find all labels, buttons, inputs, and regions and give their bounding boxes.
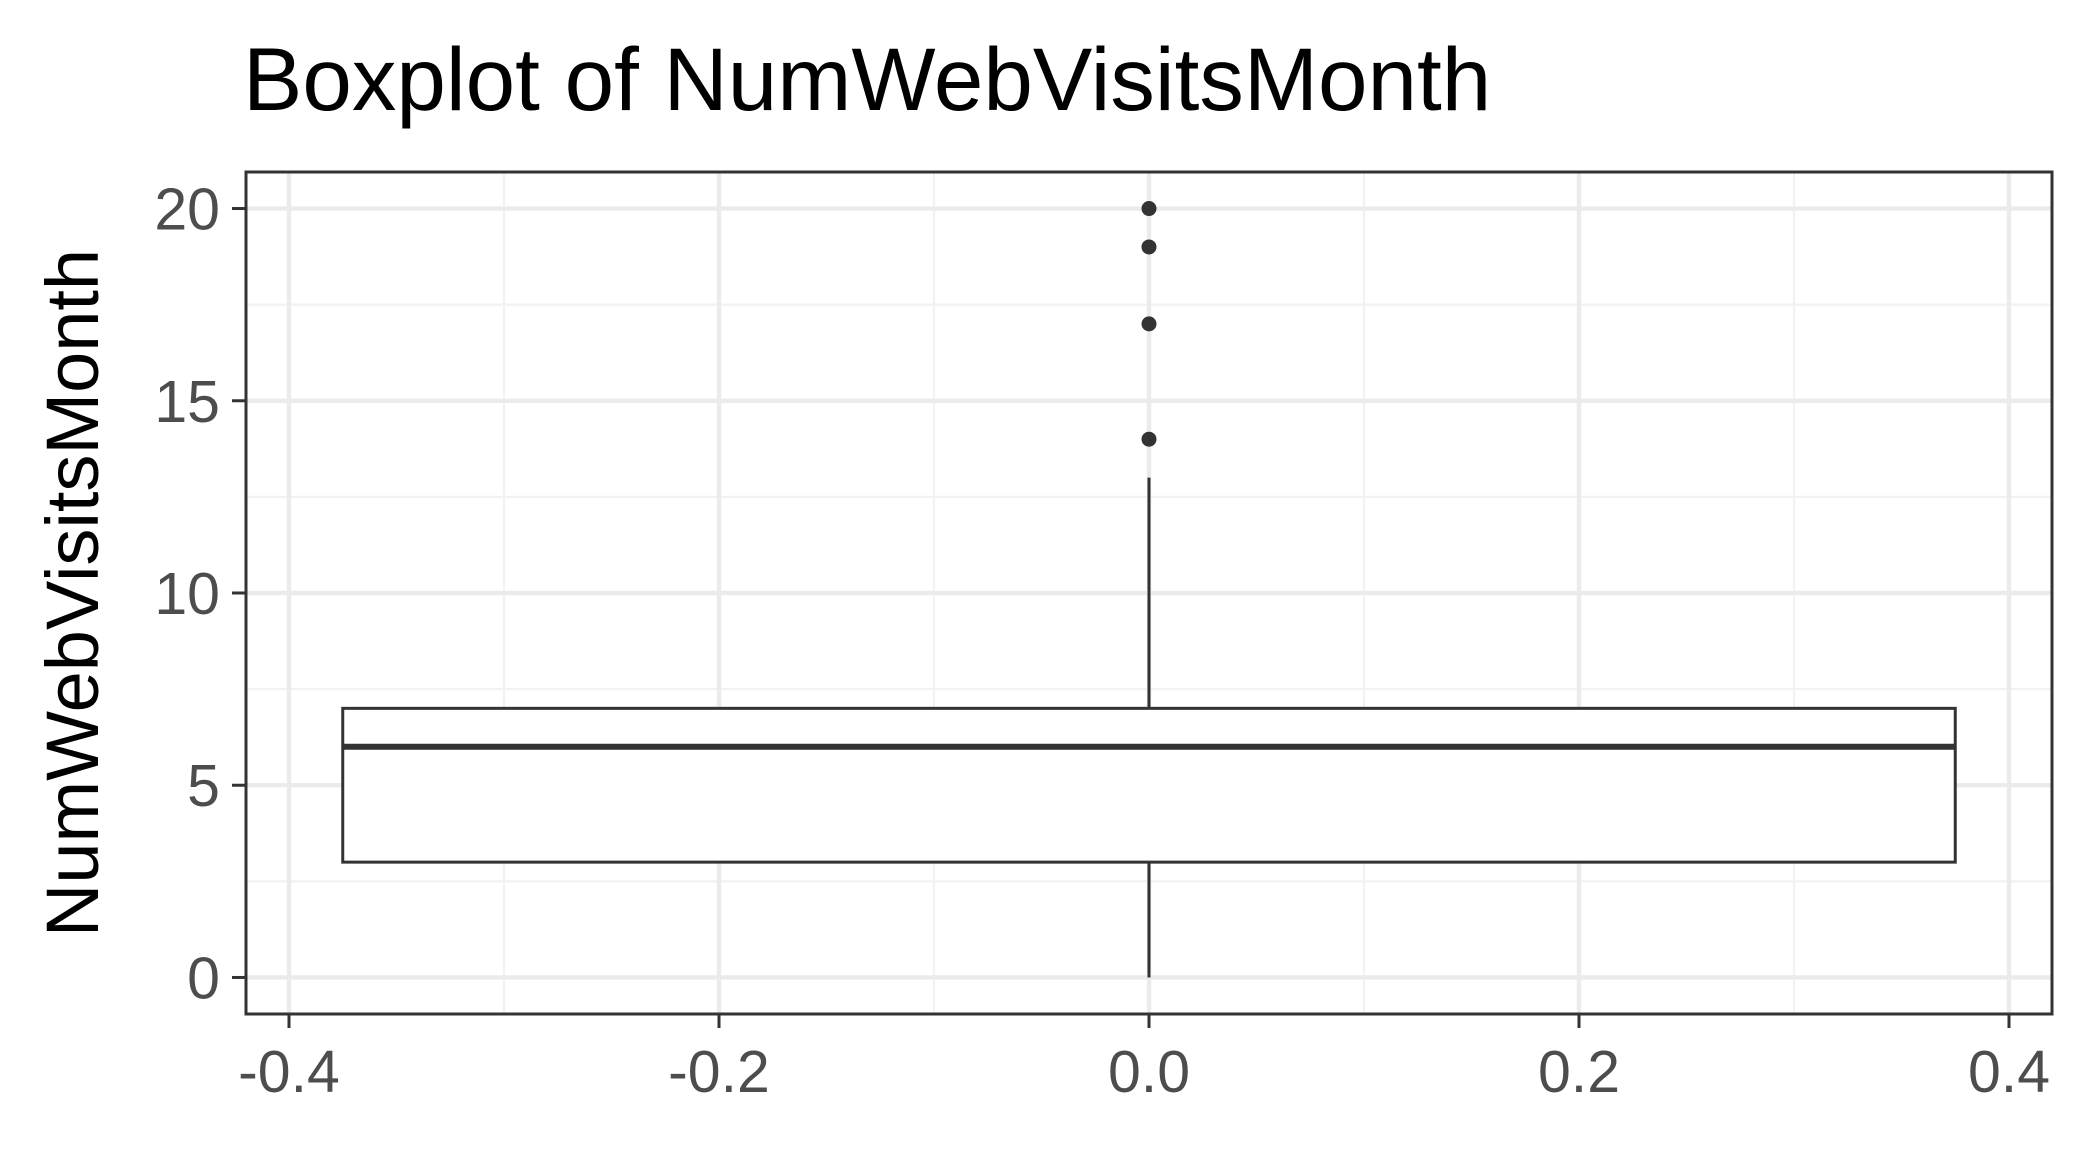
y-axis-label: NumWebVisitsMonth [31, 249, 114, 937]
chart-title: Boxplot of NumWebVisitsMonth [243, 29, 1491, 129]
box-body [341, 706, 1957, 864]
x-tick-label: -0.4 [238, 1039, 340, 1105]
x-tick-label: 0.2 [1538, 1039, 1620, 1105]
y-tick-label: 0 [187, 945, 220, 1011]
outlier-point [1141, 239, 1157, 255]
x-tick-label: -0.2 [668, 1039, 770, 1105]
x-tick-label: 0.4 [1968, 1039, 2050, 1105]
y-tick-label: 5 [187, 753, 220, 819]
axes: 0 5 10 15 20 -0.4 -0.2 0.0 0.2 0.4 [154, 170, 2054, 1105]
outlier-point [1141, 201, 1157, 217]
y-tick-label: 15 [154, 369, 220, 435]
x-tick-label: 0.0 [1108, 1039, 1190, 1105]
outlier-point [1141, 316, 1157, 332]
y-tick-label: 10 [154, 561, 220, 627]
outlier-points [1141, 201, 1157, 447]
y-tick-label: 20 [154, 177, 220, 243]
outlier-point [1141, 431, 1157, 447]
box-group [341, 477, 1957, 978]
